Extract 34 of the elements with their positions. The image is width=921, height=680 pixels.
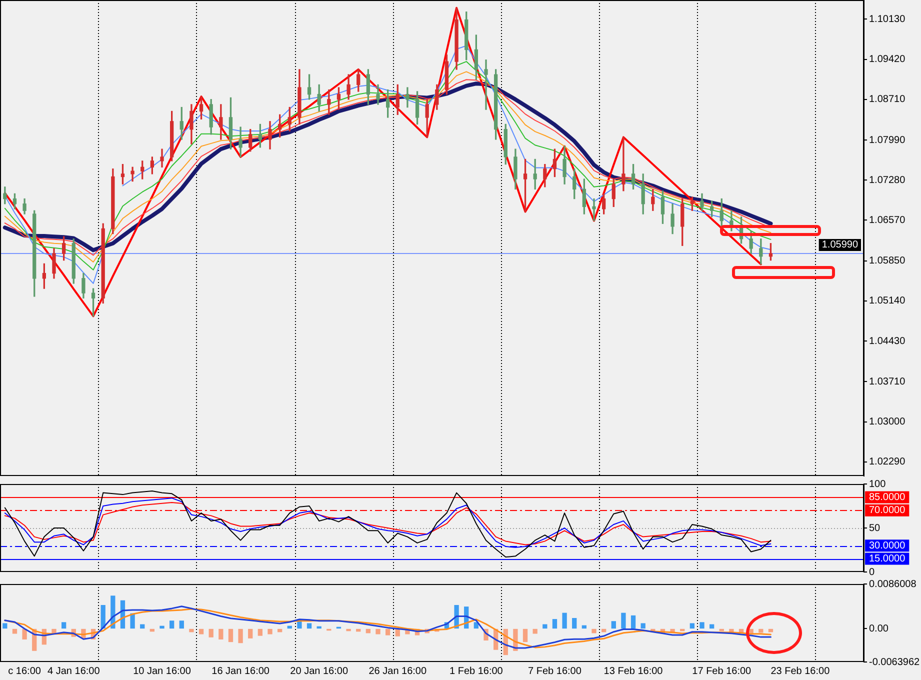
y-tick-label: -0.0063962	[869, 656, 920, 668]
ref-line-label: 85.0000	[869, 492, 906, 503]
x-tick-label: 23 Feb 16:00	[770, 666, 830, 677]
y-tick-label: 1.10130	[869, 14, 906, 25]
y-tick-label: 1.09420	[869, 54, 906, 66]
x-tick-label: 1 Feb 16:00	[449, 666, 504, 677]
ref-line-label: 70.0000	[869, 505, 906, 516]
y-tick-label: 1.03000	[869, 416, 906, 428]
ref-line-label: 1.05990	[822, 240, 858, 251]
y-tick-label: 1.03710	[869, 376, 906, 388]
y-tick-label: 1.02290	[869, 456, 906, 468]
x-tick-label: 17 Feb 16:00	[692, 666, 752, 677]
y-tick-label: 1.07990	[869, 134, 906, 146]
y-tick-label: 1.04430	[869, 336, 906, 347]
y-tick-label: 0.0086008	[869, 578, 917, 590]
x-tick-label: 7 Feb 16:00	[528, 666, 582, 677]
y-tick-label: 100	[869, 478, 886, 490]
y-tick-label: 0.00	[869, 623, 889, 634]
ref-line-label: 15.0000	[869, 554, 906, 565]
y-tick-label: 1.06570	[869, 214, 906, 226]
y-tick-label: 1.05850	[869, 256, 906, 267]
ref-line-label: 30.0000	[869, 540, 906, 552]
y-tick-label: 1.08710	[869, 94, 906, 106]
x-tick-label: 10 Jan 16:00	[133, 666, 192, 677]
x-tick-label: c 16:00	[8, 666, 42, 677]
x-tick-label: 4 Jan 16:00	[48, 666, 100, 677]
y-tick-label: 1.07280	[869, 174, 906, 186]
x-tick-label: 16 Jan 16:00	[212, 666, 270, 677]
y-tick-label: 50	[869, 522, 881, 534]
x-tick-label: 20 Jan 16:00	[290, 666, 348, 677]
y-tick-label: 0	[869, 566, 875, 578]
x-tick-label: 26 Jan 16:00	[368, 666, 427, 677]
y-tick-label: 1.05140	[869, 296, 906, 307]
x-tick-label: 13 Feb 16:00	[604, 666, 664, 677]
